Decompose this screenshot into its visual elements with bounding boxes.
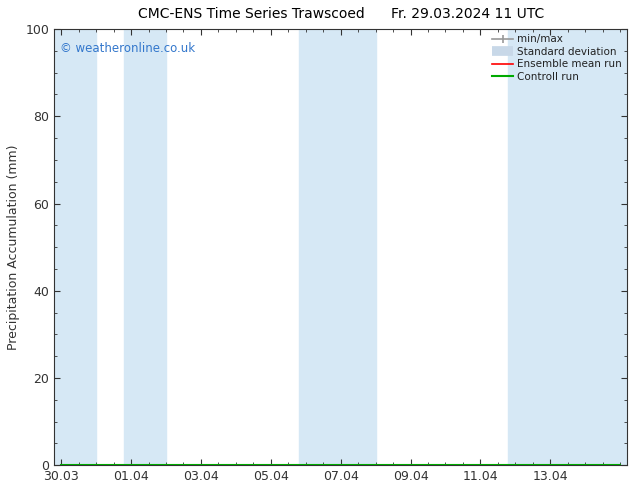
Title: CMC-ENS Time Series Trawscoed      Fr. 29.03.2024 11 UTC: CMC-ENS Time Series Trawscoed Fr. 29.03.… [138,7,544,21]
Bar [124,29,166,465]
Bar [508,29,627,465]
Bar [55,29,96,465]
Bar [299,29,375,465]
Y-axis label: Precipitation Accumulation (mm): Precipitation Accumulation (mm) [7,145,20,350]
Legend: min/max, Standard deviation, Ensemble mean run, Controll run: min/max, Standard deviation, Ensemble me… [489,31,625,85]
Text: © weatheronline.co.uk: © weatheronline.co.uk [60,42,195,55]
